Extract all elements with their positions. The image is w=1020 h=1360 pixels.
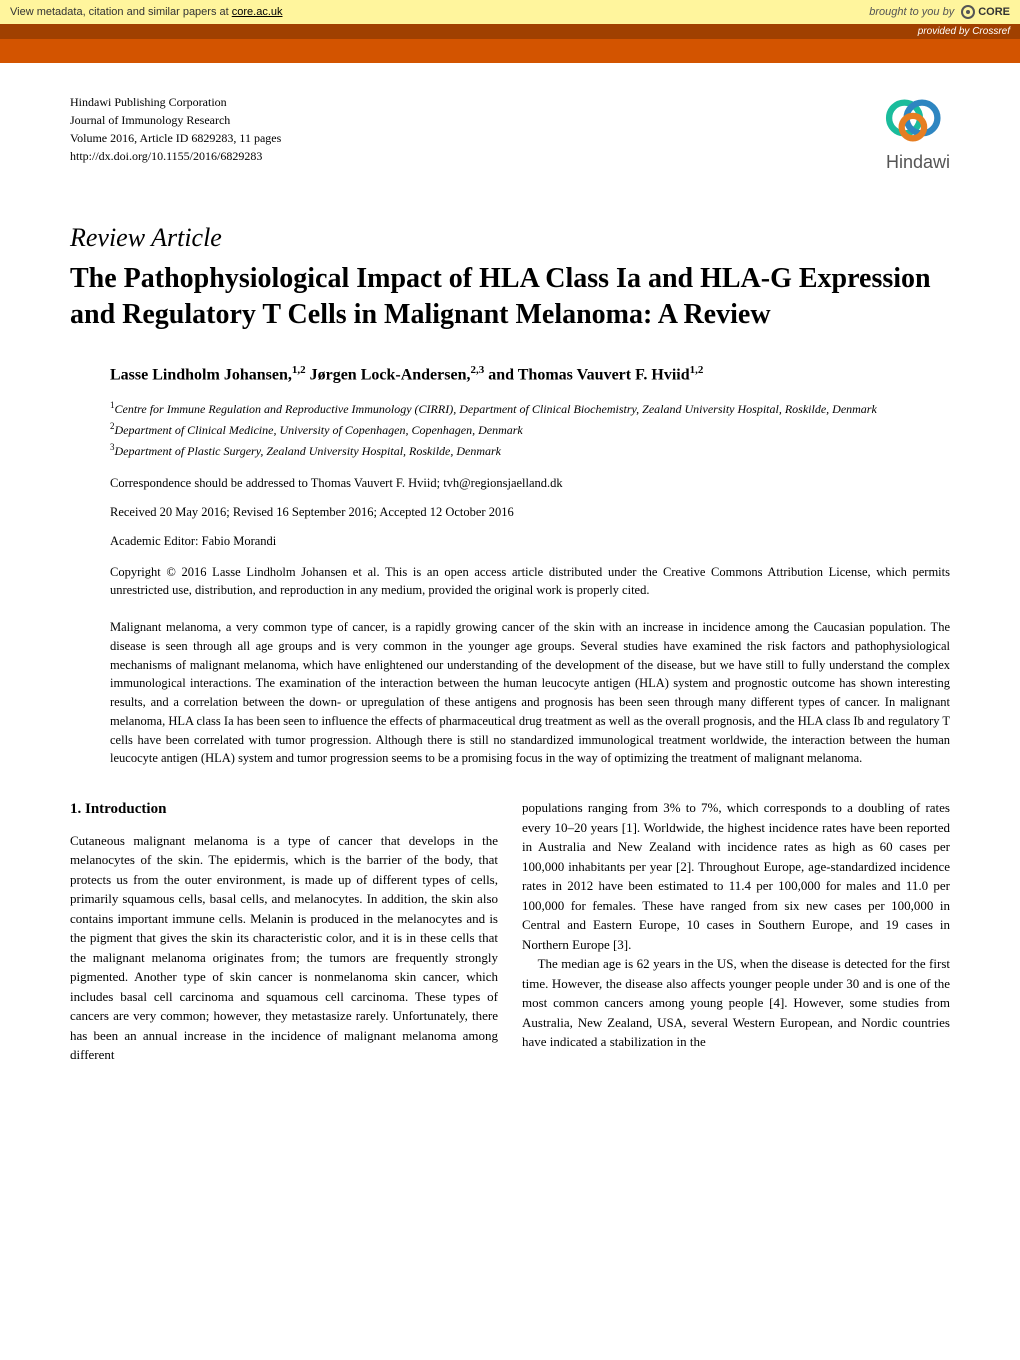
crossref-bar: provided by Crossref (0, 24, 1020, 39)
article-title: The Pathophysiological Impact of HLA Cla… (70, 261, 950, 334)
affiliations: 1Centre for Immune Regulation and Reprod… (110, 398, 950, 462)
core-logo[interactable]: CORE (960, 4, 1010, 20)
body-col2-p1: populations ranging from 3% to 7%, which… (522, 798, 950, 954)
body-columns: 1. Introduction Cutaneous malignant mela… (70, 798, 950, 1065)
aff1-text: Centre for Immune Regulation and Reprodu… (115, 402, 877, 416)
journal: Journal of Immunology Research (70, 111, 281, 129)
aff3-text: Department of Plastic Surgery, Zealand U… (115, 444, 502, 458)
hindawi-logo: Hindawi (880, 93, 950, 173)
column-left: 1. Introduction Cutaneous malignant mela… (70, 798, 498, 1065)
academic-editor: Academic Editor: Fabio Morandi (110, 534, 950, 549)
core-icon (960, 4, 976, 20)
metadata-text: View metadata, citation and similar pape… (10, 6, 283, 18)
affiliation-1: 1Centre for Immune Regulation and Reprod… (110, 398, 950, 419)
orange-bar (0, 39, 1020, 63)
doi: http://dx.doi.org/10.1155/2016/6829283 (70, 147, 281, 165)
page-content: Hindawi Publishing Corporation Journal o… (0, 63, 1020, 1105)
column-right: populations ranging from 3% to 7%, which… (522, 798, 950, 1065)
core-label: CORE (978, 6, 1010, 18)
metadata-prefix: View metadata, citation and similar pape… (10, 6, 232, 18)
brought-by-label: brought to you by (869, 6, 954, 18)
author-2-sup: 2,3 (470, 364, 484, 376)
author-2: Jørgen Lock-Andersen, (310, 366, 471, 383)
metadata-banner: View metadata, citation and similar pape… (0, 0, 1020, 24)
core-link[interactable]: core.ac.uk (232, 6, 283, 18)
author-3-sup: 1,2 (690, 364, 704, 376)
publisher: Hindawi Publishing Corporation (70, 93, 281, 111)
hindawi-rings-icon (880, 93, 950, 143)
volume-info: Volume 2016, Article ID 6829283, 11 page… (70, 129, 281, 147)
correspondence: Correspondence should be addressed to Th… (110, 476, 950, 491)
abstract: Malignant melanoma, a very common type o… (110, 618, 950, 768)
copyright: Copyright © 2016 Lasse Lindholm Johansen… (110, 563, 950, 601)
header-row: Hindawi Publishing Corporation Journal o… (70, 93, 950, 173)
core-brand: brought to you by CORE (869, 4, 1010, 20)
hindawi-text: Hindawi (880, 152, 950, 173)
dates: Received 20 May 2016; Revised 16 Septemb… (110, 505, 950, 520)
aff2-text: Department of Clinical Medicine, Univers… (115, 423, 523, 437)
body-col1-p1: Cutaneous malignant melanoma is a type o… (70, 831, 498, 1065)
provided-by-label: provided by Crossref (918, 26, 1010, 37)
article-type: Review Article (70, 223, 950, 253)
section-title: 1. Introduction (70, 798, 498, 821)
authors: Lasse Lindholm Johansen,1,2 Jørgen Lock-… (110, 364, 950, 384)
publication-info: Hindawi Publishing Corporation Journal o… (70, 93, 281, 165)
body-col2-p2: The median age is 62 years in the US, wh… (522, 954, 950, 1052)
affiliation-3: 3Department of Plastic Surgery, Zealand … (110, 440, 950, 461)
author-1: Lasse Lindholm Johansen, (110, 366, 292, 383)
affiliation-2: 2Department of Clinical Medicine, Univer… (110, 419, 950, 440)
author-3: and Thomas Vauvert F. Hviid (488, 366, 689, 383)
author-1-sup: 1,2 (292, 364, 306, 376)
